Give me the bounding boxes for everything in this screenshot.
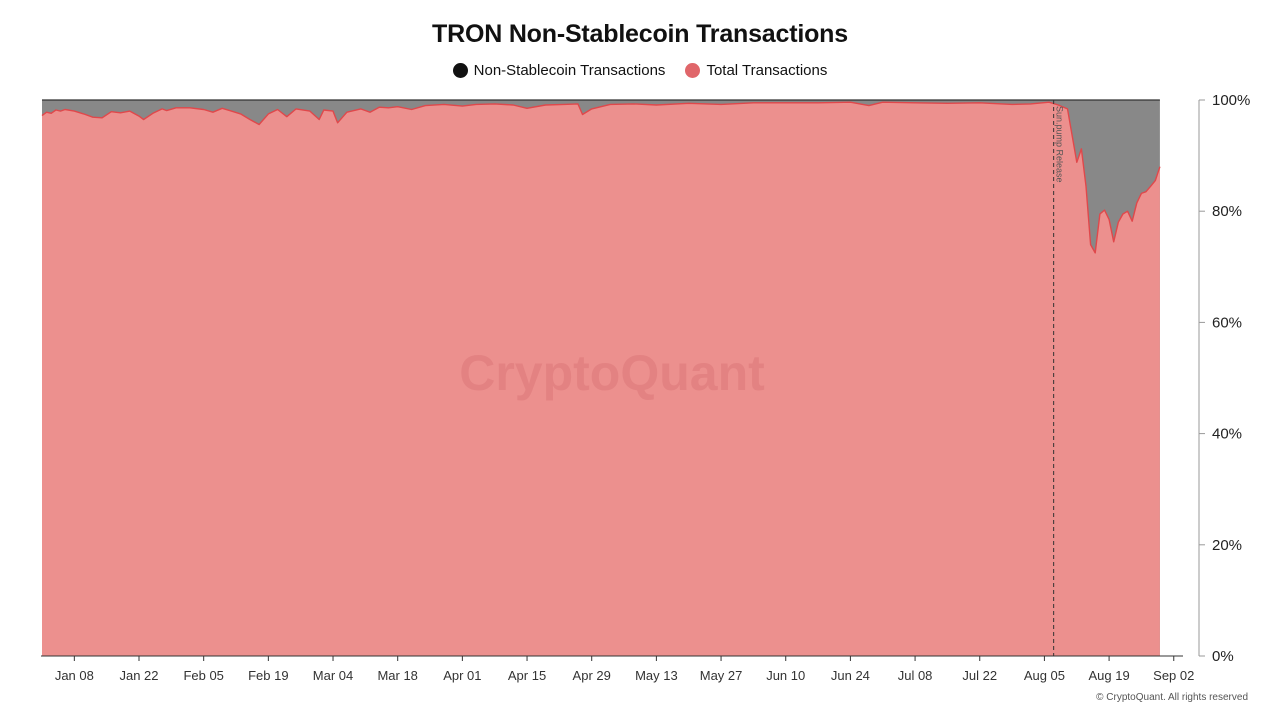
y-tick-label: 100% — [1212, 92, 1250, 109]
legend-label-non-stablecoin: Non-Stablecoin Transactions — [473, 62, 666, 79]
legend-label-total: Total Transactions — [706, 62, 828, 79]
x-tick-label: Sep 02 — [1153, 668, 1194, 683]
x-tick-label: Apr 29 — [573, 668, 611, 683]
legend-marker-total — [685, 63, 701, 78]
y-tick-label: 0% — [1212, 648, 1234, 665]
legend: Non-Stablecoin Transactions Total Transa… — [0, 62, 1280, 79]
x-tick-label: May 13 — [635, 668, 678, 683]
y-tick-label: 20% — [1212, 537, 1242, 554]
x-tick-label: Aug 19 — [1088, 668, 1129, 683]
copyright-notice: © CryptoQuant. All rights reserved — [1096, 692, 1248, 703]
x-tick-label: Apr 01 — [443, 668, 481, 683]
chart-title: TRON Non-Stablecoin Transactions — [432, 20, 848, 48]
watermark: CryptoQuant — [459, 345, 765, 401]
x-tick-label: Jul 08 — [898, 668, 933, 683]
legend-marker-non-stablecoin — [452, 63, 468, 78]
x-tick-label: May 27 — [700, 668, 743, 683]
y-tick-label: 60% — [1212, 314, 1242, 331]
x-tick-label: Jun 24 — [831, 668, 870, 683]
x-tick-label: Jun 10 — [766, 668, 805, 683]
y-tick-label: 80% — [1212, 203, 1242, 220]
x-tick-label: Jan 08 — [55, 668, 94, 683]
x-tick-label: Apr 15 — [508, 668, 546, 683]
x-tick-label: Jul 22 — [962, 668, 997, 683]
series-total-area — [42, 102, 1160, 656]
x-tick-label: Mar 04 — [313, 668, 353, 683]
y-tick-label: 40% — [1212, 426, 1242, 443]
x-tick-label: Feb 19 — [248, 668, 288, 683]
x-tick-label: Feb 05 — [183, 668, 223, 683]
x-tick-label: Mar 18 — [377, 668, 417, 683]
legend-item-non-stablecoin[interactable]: Non-Stablecoin Transactions — [452, 62, 666, 79]
x-tick-label: Aug 05 — [1024, 668, 1065, 683]
legend-item-total[interactable]: Total Transactions — [685, 62, 827, 79]
annotation-label: Sun.pump Release — [1055, 106, 1065, 183]
x-tick-label: Jan 22 — [119, 668, 158, 683]
series-total-line — [41, 101, 1161, 254]
